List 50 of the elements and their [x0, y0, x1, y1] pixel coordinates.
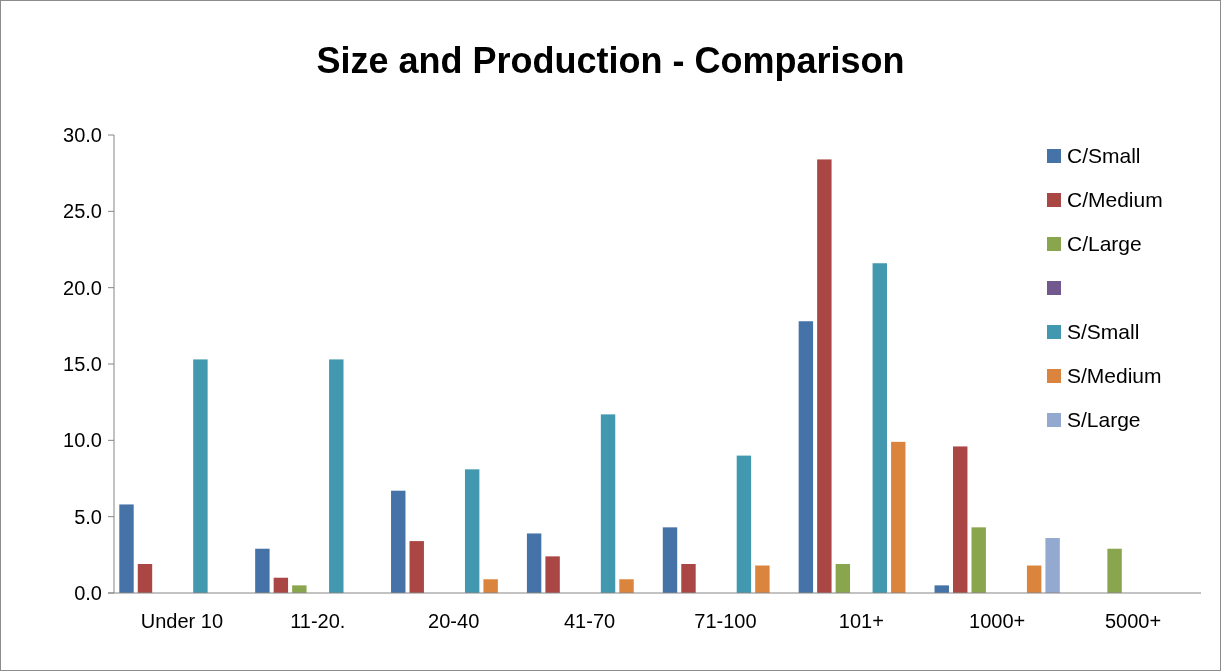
legend-label: S/Small — [1067, 320, 1140, 344]
y-tick-label: 15.0 — [63, 353, 102, 375]
bar — [409, 541, 424, 593]
bar — [193, 359, 208, 593]
bar — [119, 504, 134, 593]
bar — [953, 446, 968, 593]
bar — [329, 359, 344, 593]
x-tick-label: 71-100 — [694, 610, 757, 632]
bar — [292, 585, 307, 593]
bar — [391, 490, 406, 593]
bar — [736, 455, 752, 593]
y-tick-label: 20.0 — [63, 276, 102, 299]
y-tick-label: 25.0 — [63, 200, 102, 223]
bar — [835, 563, 851, 593]
legend-label: C/Large — [1067, 232, 1142, 256]
bar — [971, 527, 986, 593]
legend-label: C/Small — [1067, 144, 1141, 168]
bar — [1045, 538, 1060, 593]
bar — [681, 563, 696, 593]
y-tick-label: 0.0 — [74, 582, 102, 604]
bar — [662, 527, 678, 593]
x-tick-label: Under 10 — [140, 610, 224, 632]
bar — [1107, 548, 1122, 593]
bar — [600, 414, 616, 593]
x-tick-label: 41-70 — [563, 610, 616, 632]
legend-label: S/Medium — [1067, 364, 1162, 388]
bar — [255, 548, 270, 593]
x-tick-label: 5000+ — [1104, 610, 1162, 632]
bar — [891, 441, 906, 593]
y-tick-label: 5.0 — [74, 505, 102, 528]
bar — [137, 563, 153, 593]
bar — [619, 579, 634, 593]
x-tick-label: 101+ — [838, 610, 884, 632]
bar — [545, 556, 560, 593]
bar — [526, 533, 542, 593]
legend-label: C/Medium — [1067, 188, 1163, 212]
x-tick-label: 11-20. — [290, 610, 346, 632]
chart-title: Size and Production - Comparison — [316, 40, 905, 81]
bar — [817, 159, 832, 593]
bar — [483, 579, 498, 593]
bar — [755, 565, 770, 593]
bar — [798, 321, 814, 593]
x-tick-label: 1000+ — [969, 610, 1026, 632]
y-tick-label: 30.0 — [63, 124, 102, 146]
bar — [1026, 565, 1042, 593]
bar — [464, 469, 480, 593]
x-tick-label: 20-40 — [428, 610, 480, 632]
y-tick-label: 10.0 — [63, 429, 102, 452]
bar — [872, 263, 887, 593]
legend-label: S/Large — [1067, 408, 1141, 432]
